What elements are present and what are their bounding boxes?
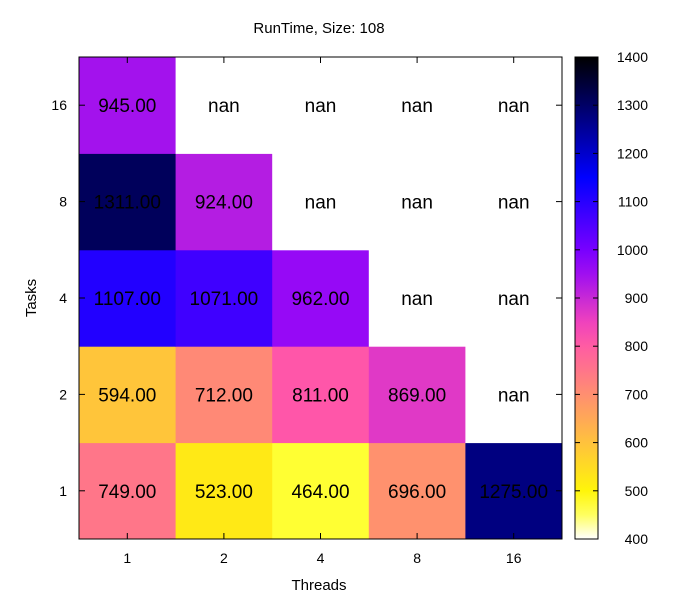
colorbar-tick-label: 1200 [617,145,648,161]
heatmap-cell [272,249,370,347]
colorbar-tick-label: 1400 [617,49,648,65]
heatmap-cell [272,442,370,540]
cell-value-label: nan [401,289,433,310]
cell-value-label: 1311.00 [94,193,161,214]
cell-value-label: nan [498,96,530,117]
colorbar-tick-label: 800 [625,338,649,354]
heatmap-cell [79,442,177,540]
heatmap-cell [272,153,370,251]
heatmap-cell [175,442,273,540]
colorbar-tick-label: 1000 [617,242,648,258]
heatmap-cell [368,346,466,444]
cell-value-label: 869.00 [388,385,446,406]
cell-value-label: nan [498,385,530,406]
heatmap-cell [465,153,563,251]
cell-value-label: 811.00 [292,385,349,406]
cell-value-label: nan [498,193,530,214]
heatmap-cells [79,57,563,540]
y-tick-label: 16 [51,97,67,113]
x-tick-label: 8 [413,550,421,566]
heatmap-cell [79,249,177,347]
x-axis-label: Threads [291,577,346,594]
y-tick-label: 8 [59,194,67,210]
heatmap-cell [79,57,177,154]
colorbar-tick-label: 500 [625,483,649,499]
heatmap-cell [175,249,273,347]
cell-value-label: 924.00 [195,193,253,214]
y-axis-label: Tasks [23,279,40,317]
heatmap-cell [272,346,370,444]
colorbar-tick-label: 1300 [617,97,648,113]
cell-value-label: nan [401,193,433,214]
heatmap-cell [465,346,563,444]
cell-value-label: nan [305,193,337,214]
cell-value-label: 594.00 [98,385,156,406]
y-tick-labels: 1 2 4 8 16 [51,97,562,499]
x-tick-label: 2 [220,550,228,566]
cell-value-label: 945.00 [98,96,156,117]
heatmap-cell [175,346,273,444]
heatmap-cell [368,57,466,154]
y-tick-label: 2 [59,386,67,402]
y-tick-label: 4 [59,290,67,306]
colorbar-tick-label: 1100 [618,194,648,210]
heatmap-cell [79,346,177,444]
heatmap-cell [465,57,563,154]
heatmap-cell [465,442,563,540]
heatmap-cell [465,249,563,347]
cell-value-label: 1071.00 [190,289,259,310]
heatmap-cell [79,153,177,251]
cell-value-label: nan [498,289,530,310]
cell-value-label: nan [401,96,433,117]
cell-value-label: 749.00 [98,482,156,503]
colorbar-tick-label: 600 [625,435,649,451]
cell-value-label: 464.00 [291,482,349,503]
heatmap-cell [368,442,466,540]
cell-labels: 749.00 523.00 464.00 696.00 1275.00 594.00 712… [94,96,548,503]
heatmap-cell [272,57,370,154]
x-tick-label: 16 [506,550,522,566]
heatmap-cell [368,249,466,347]
heatmap-cell [175,153,273,251]
cell-value-label: 1275.00 [479,482,548,503]
cell-value-label: 696.00 [388,482,446,503]
cell-value-label: 1107.00 [94,289,161,310]
cell-value-label: nan [208,96,240,117]
y-tick-label: 1 [59,483,67,499]
colorbar-tick-label: 900 [625,290,649,306]
colorbar-tick-label: 700 [625,386,649,402]
cell-value-label: nan [305,96,337,117]
cell-value-label: 962.00 [291,289,349,310]
heatmap-cell [368,153,466,251]
x-tick-labels: 1 2 4 8 16 [123,57,522,566]
cell-value-label: 523.00 [195,482,253,503]
x-tick-label: 1 [123,550,131,566]
heatmap-cell [175,57,273,154]
chart-title: RunTime, Size: 108 [253,20,384,37]
cell-value-label: 712.00 [195,385,253,406]
colorbar-tick-label: 400 [625,531,649,547]
x-tick-label: 4 [317,550,325,566]
colorbar-ticks: 400 500 600 700 800 900 1000 1100 1200 1300 1400 [575,49,648,547]
